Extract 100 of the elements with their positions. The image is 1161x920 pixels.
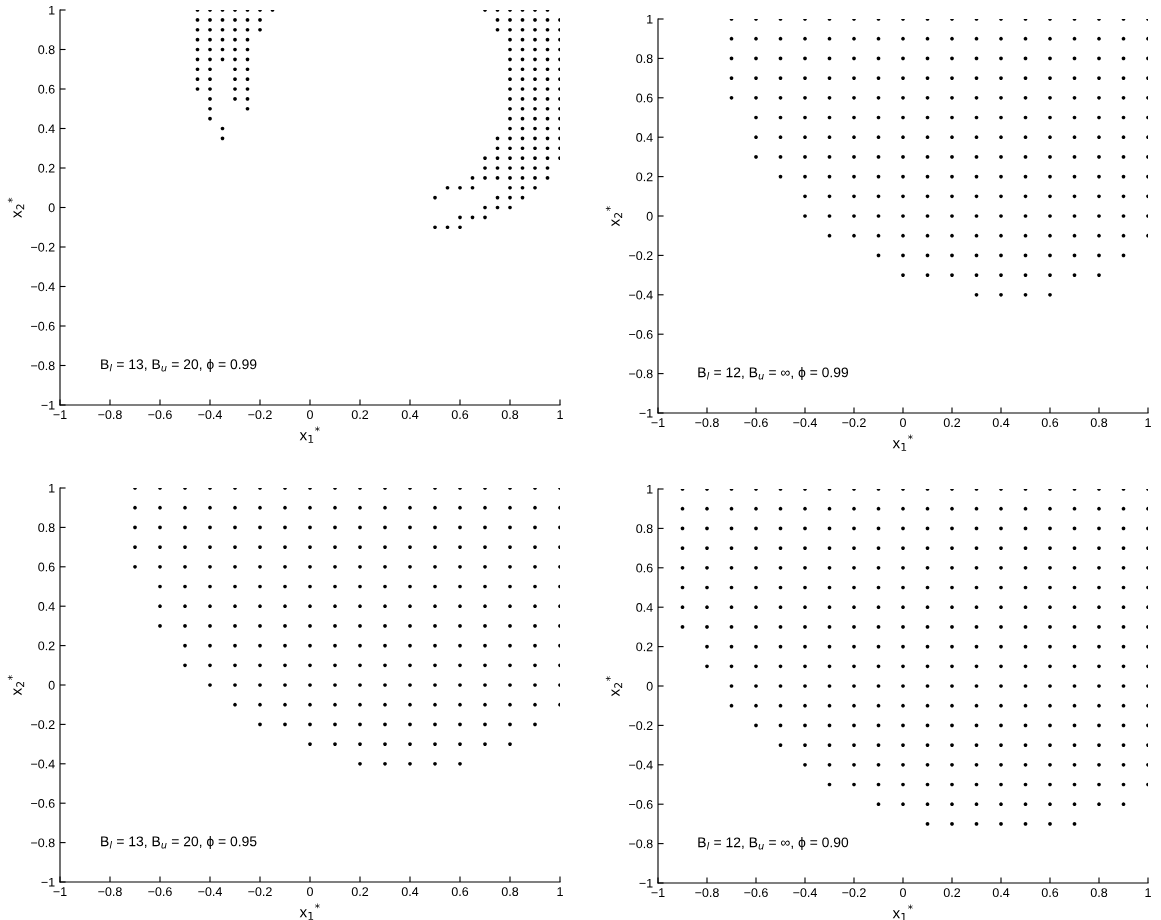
point [233, 604, 237, 609]
x-tick-label: 0 [900, 888, 906, 898]
y-tick-label: −0.6 [629, 800, 653, 809]
point [183, 525, 187, 530]
point [901, 546, 905, 550]
point [1023, 703, 1028, 708]
point [208, 545, 212, 549]
point [925, 703, 930, 708]
point [1048, 292, 1052, 297]
point [1072, 194, 1077, 199]
point [925, 155, 930, 159]
y-tick-label: 0.4 [636, 133, 653, 142]
point [876, 506, 881, 511]
point [245, 27, 250, 32]
point [533, 97, 537, 101]
point [508, 27, 512, 32]
point [383, 624, 387, 628]
y-tick-label: 0 [48, 203, 55, 213]
annotation: B$_{l}$ = 12, B$_{u}$ = ∞, ϕ = 0.90 [698, 837, 849, 851]
point [1023, 36, 1028, 41]
point [545, 176, 550, 180]
point [533, 106, 537, 111]
point [778, 76, 783, 80]
point [950, 703, 954, 708]
point [408, 722, 412, 727]
point [1072, 233, 1077, 238]
point [258, 663, 262, 668]
point [729, 36, 734, 41]
point [545, 146, 550, 151]
x-tick-label: 0 [307, 887, 313, 897]
point [1048, 743, 1052, 747]
point [950, 253, 954, 258]
point [533, 185, 537, 190]
point [433, 525, 437, 530]
point [508, 584, 512, 589]
point [705, 565, 709, 570]
point [533, 47, 537, 52]
point [458, 215, 462, 220]
point [999, 76, 1003, 80]
point [333, 742, 337, 746]
point [754, 565, 758, 570]
point [950, 174, 954, 179]
point [852, 762, 856, 767]
y-tick-label: −1 [41, 400, 55, 410]
point [729, 506, 734, 511]
point [999, 155, 1003, 159]
x-tick-label: −0.6 [744, 418, 768, 428]
point [803, 762, 807, 767]
point [1097, 782, 1101, 787]
x-tick-label: 0.4 [401, 887, 419, 897]
point [1023, 76, 1028, 80]
point [876, 762, 881, 767]
point [852, 565, 856, 570]
point [1072, 762, 1077, 767]
point [876, 233, 881, 238]
point [508, 176, 512, 180]
point [233, 67, 237, 72]
point [974, 155, 979, 159]
point [852, 526, 856, 531]
point [852, 76, 856, 80]
point [950, 546, 954, 550]
point [508, 156, 512, 160]
point [1097, 605, 1101, 610]
point [901, 174, 905, 179]
x-axis-title: x$_{1}$$^{*}$ [892, 904, 913, 920]
point [778, 95, 783, 100]
point [533, 18, 537, 22]
point [483, 205, 487, 210]
x-tick-label: −0.2 [248, 887, 272, 897]
point [233, 97, 237, 101]
point [408, 624, 412, 628]
point [1097, 684, 1101, 688]
point [852, 135, 856, 140]
point [876, 135, 881, 140]
point [901, 214, 905, 218]
point [950, 95, 954, 100]
point [1048, 822, 1052, 826]
point [827, 135, 832, 140]
point [483, 742, 487, 746]
point [1097, 585, 1101, 590]
point [1048, 782, 1052, 787]
x-axis-title: x$_{1}$$^{*}$ [892, 434, 913, 451]
point [680, 605, 685, 610]
point [754, 506, 758, 511]
point [495, 146, 500, 151]
point [999, 644, 1003, 649]
point [852, 546, 856, 550]
point [508, 185, 512, 190]
point [408, 683, 412, 687]
point [876, 684, 881, 688]
x-tick-label: 0.8 [1090, 888, 1108, 898]
point [999, 585, 1003, 590]
point [195, 18, 200, 22]
point [1121, 565, 1126, 570]
point [1023, 95, 1028, 100]
point [508, 702, 512, 707]
point [208, 27, 212, 32]
point [508, 205, 512, 210]
point [333, 584, 337, 589]
point [974, 135, 979, 140]
